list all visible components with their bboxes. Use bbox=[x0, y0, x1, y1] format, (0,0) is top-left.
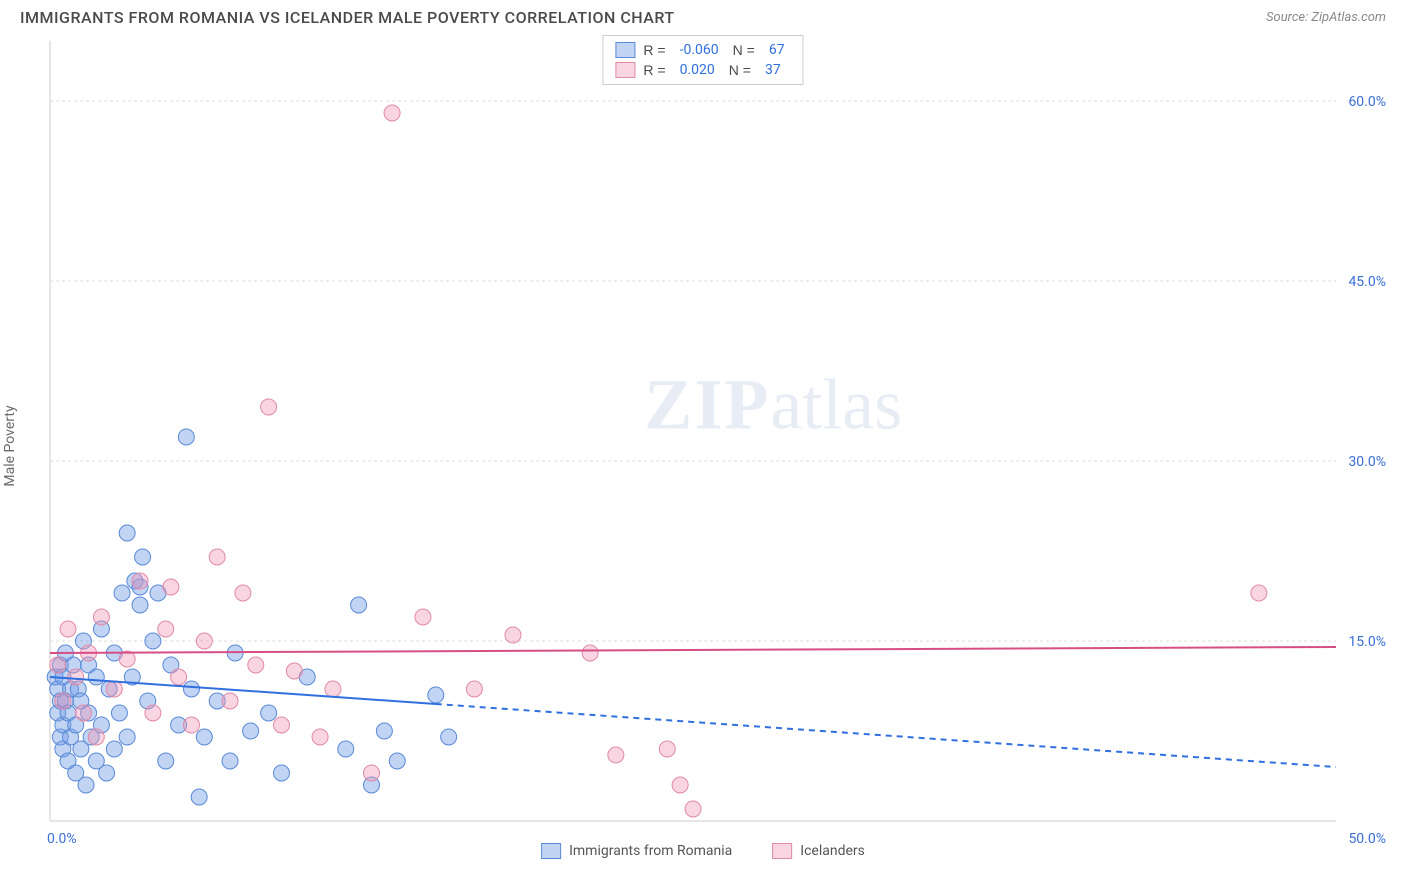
y-axis-label: Male Poverty bbox=[2, 405, 18, 486]
swatch-romania bbox=[615, 42, 635, 58]
scatter-plot: 15.0% 30.0% 45.0% 60.0% 0.0% 50.0% bbox=[0, 31, 1406, 861]
swatch-icelanders bbox=[772, 843, 792, 859]
header: IMMIGRANTS FROM ROMANIA VS ICELANDER MAL… bbox=[0, 0, 1406, 31]
r-value-romania: -0.060 bbox=[680, 42, 719, 58]
page-title: IMMIGRANTS FROM ROMANIA VS ICELANDER MAL… bbox=[20, 8, 675, 27]
legend-item-romania: Immigrants from Romania bbox=[541, 843, 732, 859]
series-legend: Immigrants from Romania Icelanders bbox=[541, 843, 865, 859]
r-value-icelanders: 0.020 bbox=[680, 62, 715, 78]
n-label: N = bbox=[729, 62, 751, 78]
svg-text:60.0%: 60.0% bbox=[1348, 94, 1386, 110]
svg-text:50.0%: 50.0% bbox=[1348, 831, 1386, 847]
n-label: N = bbox=[733, 42, 755, 58]
chart-area: Male Poverty R = -0.060 N = 67 R = 0.020… bbox=[0, 31, 1406, 861]
r-label: R = bbox=[643, 42, 665, 58]
legend-label-icelanders: Icelanders bbox=[800, 843, 865, 859]
svg-text:30.0%: 30.0% bbox=[1348, 454, 1386, 470]
svg-text:45.0%: 45.0% bbox=[1348, 274, 1386, 290]
legend-label-romania: Immigrants from Romania bbox=[569, 843, 732, 859]
legend-row-romania: R = -0.060 N = 67 bbox=[615, 40, 790, 60]
n-value-romania: 67 bbox=[769, 42, 785, 58]
legend-item-icelanders: Icelanders bbox=[772, 843, 865, 859]
r-label: R = bbox=[643, 62, 665, 78]
swatch-romania bbox=[541, 843, 561, 859]
correlation-legend: R = -0.060 N = 67 R = 0.020 N = 37 bbox=[602, 35, 803, 85]
legend-row-icelanders: R = 0.020 N = 37 bbox=[615, 60, 790, 80]
n-value-icelanders: 37 bbox=[765, 62, 781, 78]
svg-text:15.0%: 15.0% bbox=[1348, 634, 1386, 650]
svg-text:0.0%: 0.0% bbox=[47, 831, 77, 847]
source-credit: Source: ZipAtlas.com bbox=[1266, 10, 1386, 25]
swatch-icelanders bbox=[615, 62, 635, 78]
